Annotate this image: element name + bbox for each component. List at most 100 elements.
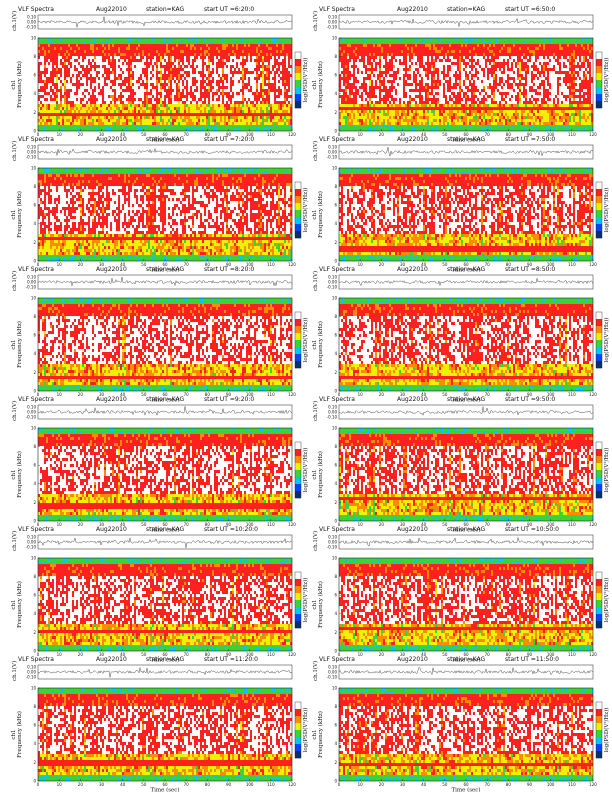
heatmap-cell bbox=[280, 38, 282, 41]
heatmap-cell bbox=[128, 41, 130, 44]
heatmap-cell bbox=[549, 50, 551, 53]
heatmap-cell bbox=[46, 128, 48, 131]
heatmap-cell bbox=[375, 41, 377, 44]
heatmap-cell bbox=[154, 107, 156, 110]
heatmap-cell bbox=[152, 116, 154, 119]
heatmap-cell bbox=[144, 59, 146, 62]
heatmap-cell bbox=[86, 116, 88, 119]
heatmap-cell bbox=[98, 98, 100, 101]
heatmap-cell bbox=[40, 83, 42, 86]
heatmap-cell bbox=[240, 116, 242, 119]
heatmap-cell bbox=[44, 128, 46, 131]
heatmap-cell bbox=[276, 62, 278, 65]
heatmap-cell bbox=[140, 98, 142, 101]
heatmap-cell bbox=[425, 50, 427, 53]
heatmap-cell bbox=[52, 80, 54, 83]
heatmap-cell bbox=[170, 122, 172, 125]
heatmap-cell bbox=[226, 80, 228, 83]
heatmap-cell bbox=[178, 47, 180, 50]
heatmap-cell bbox=[218, 128, 220, 131]
heatmap-cell bbox=[581, 38, 583, 41]
heatmap-cell bbox=[274, 68, 276, 71]
heatmap-cell bbox=[106, 92, 108, 95]
heatmap-cell bbox=[172, 53, 174, 56]
heatmap-cell bbox=[110, 47, 112, 50]
heatmap-cell bbox=[210, 110, 212, 113]
heatmap-cell bbox=[204, 92, 206, 95]
heatmap-cell bbox=[210, 56, 212, 59]
heatmap-cell bbox=[120, 113, 122, 116]
heatmap-cell bbox=[284, 56, 286, 59]
heatmap-cell bbox=[220, 98, 222, 101]
heatmap-cell bbox=[419, 50, 421, 53]
heatmap-cell bbox=[529, 53, 531, 56]
heatmap-cell bbox=[204, 77, 206, 80]
heatmap-cell bbox=[218, 80, 220, 83]
heatmap-cell bbox=[236, 125, 238, 128]
heatmap-cell bbox=[577, 53, 579, 56]
heatmap-cell bbox=[142, 98, 144, 101]
heatmap-cell bbox=[118, 107, 120, 110]
heatmap-cell bbox=[252, 89, 254, 92]
heatmap-cell bbox=[90, 44, 92, 47]
heatmap-cell bbox=[54, 41, 56, 44]
heatmap-cell bbox=[90, 41, 92, 44]
heatmap-cell bbox=[587, 50, 589, 53]
heatmap-cell bbox=[234, 38, 236, 41]
heatmap-cell bbox=[136, 86, 138, 89]
heatmap-cell bbox=[54, 77, 56, 80]
heatmap-cell bbox=[72, 92, 74, 95]
heatmap-cell bbox=[160, 44, 162, 47]
heatmap-cell bbox=[447, 38, 449, 41]
heatmap-cell bbox=[176, 56, 178, 59]
heatmap-cell bbox=[252, 68, 254, 71]
heatmap-cell bbox=[545, 44, 547, 47]
heatmap-cell bbox=[230, 53, 232, 56]
heatmap-cell bbox=[124, 53, 126, 56]
heatmap-cell bbox=[208, 47, 210, 50]
heatmap-cell bbox=[94, 50, 96, 53]
heatmap-cell bbox=[146, 56, 148, 59]
heatmap-cell bbox=[437, 59, 439, 62]
heatmap-cell bbox=[48, 50, 50, 53]
heatmap-cell bbox=[148, 62, 150, 65]
heatmap-cell bbox=[38, 65, 40, 68]
heatmap-cell bbox=[92, 65, 94, 68]
heatmap-cell bbox=[172, 95, 174, 98]
heatmap-cell bbox=[248, 47, 250, 50]
heatmap-cell bbox=[110, 101, 112, 104]
heatmap-cell bbox=[118, 38, 120, 41]
heatmap-cell bbox=[284, 107, 286, 110]
heatmap-cell bbox=[170, 113, 172, 116]
heatmap-cell bbox=[200, 86, 202, 89]
heatmap-cell bbox=[102, 101, 104, 104]
x-tick-label: 60 bbox=[162, 132, 168, 137]
heatmap-cell bbox=[172, 41, 174, 44]
heatmap-cell bbox=[100, 122, 102, 125]
heatmap-cell bbox=[48, 92, 50, 95]
heatmap-cell bbox=[182, 53, 184, 56]
heatmap-cell bbox=[150, 41, 152, 44]
heatmap-cell bbox=[216, 47, 218, 50]
heatmap-cell bbox=[184, 44, 186, 47]
heatmap-cell bbox=[397, 56, 399, 59]
heatmap-cell bbox=[70, 56, 72, 59]
heatmap-cell bbox=[166, 92, 168, 95]
heatmap-cell bbox=[501, 50, 503, 53]
heatmap-cell bbox=[549, 44, 551, 47]
heatmap-cell bbox=[158, 122, 160, 125]
heatmap-cell bbox=[98, 113, 100, 116]
heatmap-cell bbox=[575, 56, 577, 59]
heatmap-cell bbox=[491, 50, 493, 53]
heatmap-cell bbox=[403, 47, 405, 50]
heatmap-cell bbox=[210, 47, 212, 50]
heatmap-cell bbox=[140, 59, 142, 62]
heatmap-cell bbox=[46, 65, 48, 68]
heatmap-cell bbox=[196, 86, 198, 89]
heatmap-cell bbox=[160, 59, 162, 62]
heatmap-cell bbox=[280, 104, 282, 107]
heatmap-cell bbox=[252, 50, 254, 53]
heatmap-cell bbox=[124, 107, 126, 110]
heatmap-cell bbox=[132, 110, 134, 113]
heatmap-cell bbox=[521, 56, 523, 59]
